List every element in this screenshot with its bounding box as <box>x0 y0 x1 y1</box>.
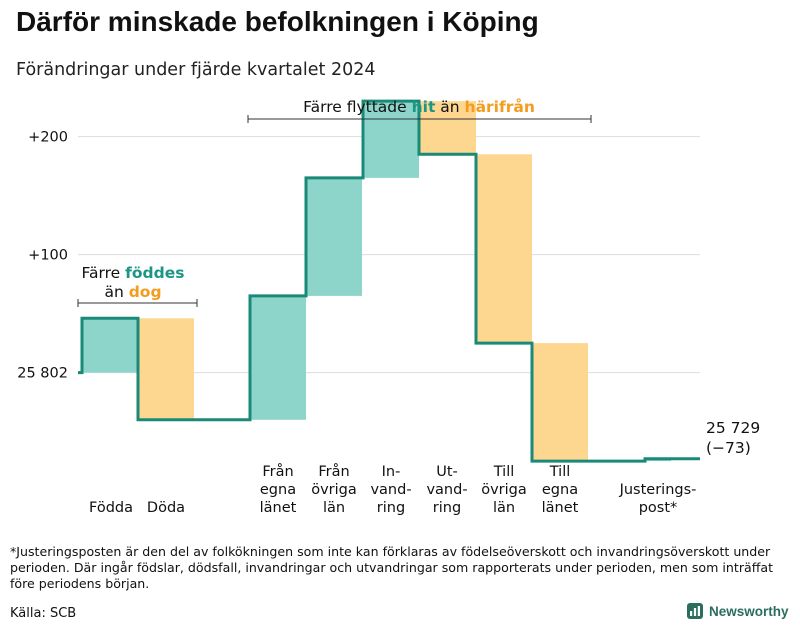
category-label: Till <box>549 464 571 480</box>
annotation-births-line1: Färre föddes <box>82 264 185 282</box>
category-label: län <box>323 500 345 516</box>
footnote: *Justeringsposten är den del av folkökni… <box>10 544 774 591</box>
end-value-label: (−73) <box>706 439 751 457</box>
annotation-text: än <box>104 283 128 301</box>
bar <box>138 318 194 420</box>
category-label: Döda <box>147 500 185 516</box>
annotation-highlight-out: härifrån <box>465 97 535 116</box>
chart-title: Därför minskade befolkningen i Köping <box>16 6 539 37</box>
y-tick-label: +200 <box>28 130 68 146</box>
bar <box>363 101 419 178</box>
annotation-migration: Färre flyttade hit än härifrån <box>303 97 535 116</box>
category-label: län <box>493 500 515 516</box>
category-label: Från <box>262 463 293 480</box>
source-label: Källa: SCB <box>10 606 77 621</box>
category-label: post* <box>639 500 678 516</box>
bar <box>476 154 532 344</box>
annotation-highlight-died: dog <box>129 283 162 301</box>
category-label: Till <box>493 464 515 480</box>
annotation-text: Färre flyttade <box>303 98 411 116</box>
category-label: vand- <box>370 482 411 498</box>
chart-subtitle: Förändringar under fjärde kvartalet 2024 <box>16 60 376 80</box>
category-label: övriga <box>481 482 527 498</box>
bar <box>532 343 588 462</box>
waterfall-chart: 25 802 +100 +200 Födda Döda Från egna länet Från… <box>17 97 760 516</box>
newsworthy-logo: Newsworthy <box>686 602 789 620</box>
end-value-label: 25 729 <box>706 419 760 437</box>
category-label: egna <box>260 482 296 498</box>
y-tick-label: +100 <box>28 248 68 264</box>
category-label: Ut- <box>436 464 458 480</box>
step-line <box>78 99 700 463</box>
category-label: länet <box>542 500 579 516</box>
category-label: ring <box>377 500 405 516</box>
category-label: Födda <box>89 500 133 516</box>
bar <box>419 101 476 155</box>
bar <box>82 318 138 373</box>
y-tick-label: 25 802 <box>17 366 68 382</box>
annotation-highlight-born: föddes <box>125 264 184 282</box>
category-label: Justerings- <box>619 482 697 498</box>
annotation-text: än <box>435 98 464 116</box>
category-label: egna <box>542 482 578 498</box>
category-label: länet <box>260 500 297 516</box>
category-label: övriga <box>311 482 357 498</box>
bar <box>250 295 306 420</box>
category-label: Från <box>318 463 349 480</box>
bar <box>306 177 362 296</box>
annotation-highlight-in: hit <box>412 98 436 116</box>
category-label: In- <box>382 464 401 480</box>
newsworthy-logo-icon <box>687 603 703 619</box>
category-label: vand- <box>426 482 467 498</box>
annotation-text: Färre <box>82 264 126 282</box>
annotation-births-line2: än dog <box>104 283 161 301</box>
category-label: ring <box>433 500 461 516</box>
brand-label: Newsworthy <box>709 603 789 619</box>
